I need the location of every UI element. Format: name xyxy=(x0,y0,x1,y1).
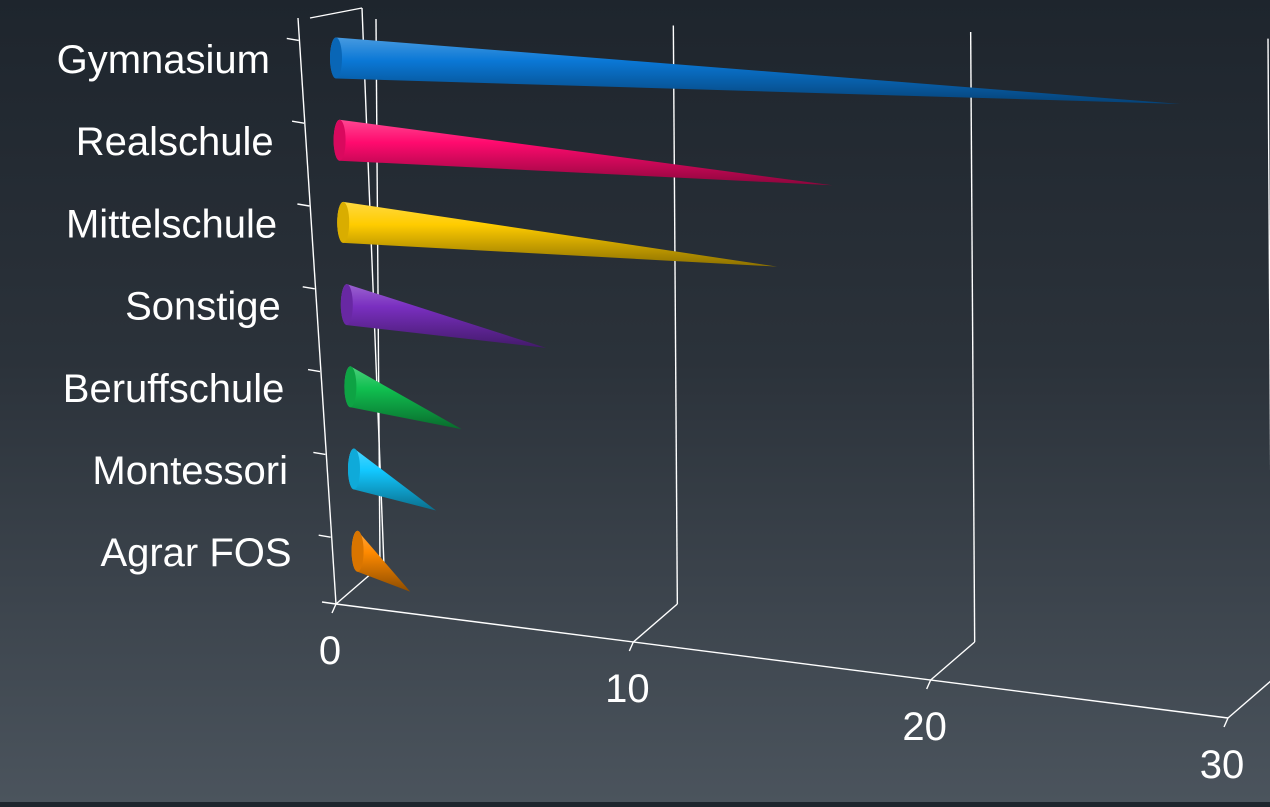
axes xyxy=(286,17,1229,728)
cone-bar-base xyxy=(351,530,364,572)
x-tick-label: 30 xyxy=(1200,743,1245,787)
x-tick-mark xyxy=(628,641,634,652)
cone-bar-base xyxy=(337,201,350,243)
cone-bar xyxy=(330,37,1181,104)
x-tick-label: 20 xyxy=(902,705,947,749)
cone-bar xyxy=(348,448,436,511)
cone-bar xyxy=(337,201,778,267)
y-tick-mark xyxy=(302,286,315,290)
depth-gridline xyxy=(1227,680,1270,719)
cone-bar-body xyxy=(340,284,547,348)
category-label: Montessori xyxy=(92,449,288,493)
grid-lines xyxy=(309,7,1270,719)
tick-labels: 0 10 20 30 Gymnasium Realschule Mittelschule So… xyxy=(57,38,1245,787)
x-tick-mark xyxy=(926,679,932,690)
cone-bar xyxy=(340,284,547,348)
cone-bar-body xyxy=(351,530,411,592)
x-tick-label: 0 xyxy=(319,629,341,673)
cone-bar-base xyxy=(340,284,353,326)
cone-bar-base xyxy=(344,366,357,408)
cone-bar-base xyxy=(348,448,360,490)
y-tick-mark xyxy=(297,203,310,207)
cone-bar-body xyxy=(337,201,778,267)
y-tick-mark xyxy=(321,601,337,605)
y-tick-mark xyxy=(313,451,326,456)
y-tick-mark xyxy=(286,37,299,42)
vertical-gridline xyxy=(672,25,679,605)
category-label: Realschule xyxy=(76,120,274,164)
cone-bar-body xyxy=(333,119,833,186)
cone-bar xyxy=(333,119,833,186)
data-series xyxy=(330,37,1181,592)
category-label: Gymnasium xyxy=(57,38,270,82)
category-label: Sonstige xyxy=(125,285,281,329)
x-tick-mark xyxy=(1223,717,1229,728)
cone-bar-base xyxy=(333,119,346,161)
wall-top-edge xyxy=(309,7,363,19)
cone-bar-base xyxy=(330,37,342,79)
category-label: Mittelschule xyxy=(66,202,277,246)
y-tick-mark xyxy=(318,534,331,538)
depth-gridline xyxy=(632,603,678,643)
x-tick-label: 10 xyxy=(605,667,650,711)
y-axis-line xyxy=(297,17,337,605)
depth-gridline xyxy=(930,641,976,681)
cone-bar xyxy=(344,366,462,430)
x-tick-mark xyxy=(331,603,337,614)
cone-bar xyxy=(351,530,411,592)
vertical-gridline xyxy=(1267,38,1270,472)
y-tick-mark xyxy=(291,120,305,124)
cone-bar-body xyxy=(330,37,1181,104)
category-label: Beruffschule xyxy=(63,367,285,411)
cone-bar-body xyxy=(344,366,462,430)
category-label: Agrar FOS xyxy=(100,531,291,575)
cone-bar-body xyxy=(348,448,436,511)
x-axis-line xyxy=(335,603,1229,719)
y-tick-mark xyxy=(307,368,321,373)
vertical-gridline xyxy=(969,32,976,643)
